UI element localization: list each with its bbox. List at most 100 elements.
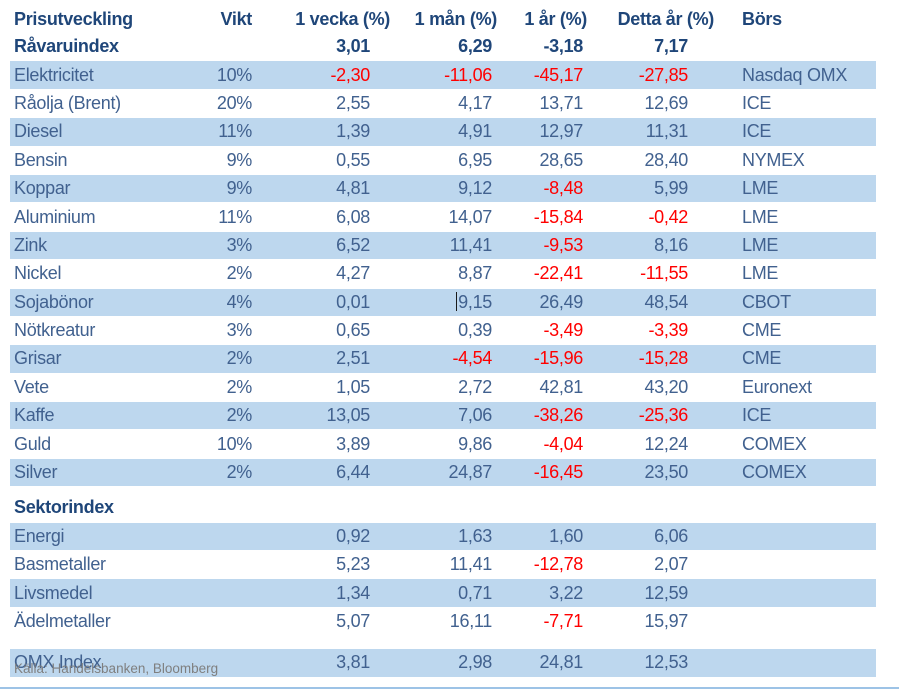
cell-vikt: 3% xyxy=(226,320,253,341)
cell-1-man: 9,12 xyxy=(458,178,492,199)
row-label: Sojabönor xyxy=(14,291,94,312)
table-row: Elektricitet 10% -2,30 -11,06 -45,17 -27,85 Na… xyxy=(10,60,876,90)
cell-1-vecka: 2,55 xyxy=(336,92,370,113)
column-header-prisutveckling: Prisutveckling xyxy=(14,8,133,29)
cell-bors: CME xyxy=(742,348,782,369)
cell-detta-ar: 12,69 xyxy=(644,92,688,113)
cell-vikt: 4% xyxy=(226,291,253,312)
cell-bors: COMEX xyxy=(742,433,807,454)
cell-1-ar: -8,48 xyxy=(543,178,583,199)
cell-1-man: 9,15 xyxy=(390,291,497,313)
bottom-rule xyxy=(0,687,899,689)
cell-1-vecka: 0,55 xyxy=(336,149,370,170)
table-header-row: Prisutveckling Vikt 1 vecka (%) 1 mån (%… xyxy=(10,5,876,33)
cell-1-man: 7,06 xyxy=(458,405,492,426)
table-row: Nickel 2% 4,27 8,87 -22,41 -11,55 LME xyxy=(10,260,876,287)
table-row: OMX Index 3,81 2,98 24,81 12,53 xyxy=(10,648,876,678)
row-label: Bensin xyxy=(14,149,68,170)
row-label: Zink xyxy=(14,234,47,255)
cell-1-man: 11,41 xyxy=(449,554,493,575)
table-row: Råolja (Brent) 20% 2,55 4,17 13,71 12,69 ICE xyxy=(10,90,876,117)
cell-detta-ar: 48,54 xyxy=(644,291,688,312)
cell-1-man: -11,06 xyxy=(444,64,492,85)
cell-1-ar: -22,41 xyxy=(533,263,584,284)
cell-detta-ar: 5,99 xyxy=(654,178,688,199)
row-label: Energi xyxy=(14,525,65,546)
cell-1-vecka: 3,89 xyxy=(336,433,370,454)
column-header-bors: Börs xyxy=(742,8,782,29)
section-title: Sektorindex xyxy=(14,497,114,518)
cell-bors: LME xyxy=(742,234,779,255)
cell-detta-ar: -0,42 xyxy=(648,206,688,227)
row-label: Basmetaller xyxy=(14,554,106,575)
table-row: Vete 2% 1,05 2,72 42,81 43,20 Euronext xyxy=(10,374,876,401)
cell-1-ar: 28,65 xyxy=(539,149,583,170)
row-label: Råolja (Brent) xyxy=(14,92,121,113)
cell-1-man: 2,98 xyxy=(458,652,492,673)
table-row: Diesel 11% 1,39 4,91 12,97 11,31 ICE xyxy=(10,117,876,147)
row-label: Diesel xyxy=(14,121,63,142)
cell-bors: ICE xyxy=(742,121,772,142)
column-header-1-vecka: 1 vecka (%) xyxy=(295,8,390,29)
cell-1-vecka: 0,65 xyxy=(336,320,370,341)
cell-1-vecka: 5,07 xyxy=(336,611,370,631)
cell-1-ar: 12,97 xyxy=(539,121,583,142)
cell-1-ar: -3,49 xyxy=(543,320,583,341)
cell-detta-ar: 11,31 xyxy=(645,121,689,142)
cell-1-man: 16,11 xyxy=(449,611,493,631)
table-row: Bensin 9% 0,55 6,95 28,65 28,40 NYMEX xyxy=(10,147,876,174)
price-table: Prisutveckling Vikt 1 vecka (%) 1 mån (%… xyxy=(10,5,876,678)
cell-1-man: 9,86 xyxy=(458,433,492,454)
cell-1-ar: -38,26 xyxy=(533,405,584,426)
cell-bors: LME xyxy=(742,178,779,199)
cell-detta-ar: 2,07 xyxy=(654,554,688,575)
cell-detta-ar: 23,50 xyxy=(644,462,688,483)
cell-1-vecka: 3,01 xyxy=(336,36,370,57)
row-label: OMX Index xyxy=(14,652,102,673)
row-label: Nickel xyxy=(14,263,62,284)
cell-detta-ar: -27,85 xyxy=(638,64,689,85)
cell-detta-ar: 12,53 xyxy=(644,652,688,673)
cell-detta-ar: 12,59 xyxy=(644,582,688,603)
cell-vikt: 11% xyxy=(218,121,252,142)
cell-1-ar: 3,22 xyxy=(549,582,583,603)
cell-bors: LME xyxy=(742,206,779,227)
section-gap xyxy=(10,487,876,494)
cell-1-man: 11,41 xyxy=(449,234,493,255)
cell-vikt: 3% xyxy=(226,234,253,255)
cell-vikt: 20% xyxy=(216,92,252,113)
cell-detta-ar: -11,55 xyxy=(640,263,688,284)
cell-1-ar: 13,71 xyxy=(539,92,583,113)
table-row: Nötkreatur 3% 0,65 0,39 -3,49 -3,39 CME xyxy=(10,317,876,344)
cell-1-vecka: 2,51 xyxy=(336,348,370,369)
table-row: Energi 0,92 1,63 1,60 6,06 xyxy=(10,521,876,552)
cell-bors: Euronext xyxy=(742,376,812,397)
column-header-detta-ar: Detta år (%) xyxy=(617,8,715,29)
cell-1-man: 6,29 xyxy=(458,36,492,57)
section-title-row: Sektorindex xyxy=(10,494,876,521)
cell-1-vecka: 3,81 xyxy=(336,652,370,673)
cell-bors: NYMEX xyxy=(742,149,805,170)
cell-vikt: 10% xyxy=(216,433,252,454)
cell-vikt: 2% xyxy=(226,462,253,483)
cell-1-man: 8,87 xyxy=(458,263,492,284)
cell-detta-ar: -25,36 xyxy=(638,405,689,426)
table-row: Ädelmetaller 5,07 16,11 -7,71 15,97 xyxy=(10,608,876,635)
cell-bors: COMEX xyxy=(742,462,807,483)
cell-1-man: 24,87 xyxy=(448,462,492,483)
cell-1-vecka: 0,92 xyxy=(336,525,370,546)
cell-vikt: 11% xyxy=(218,206,252,227)
cell-vikt: 2% xyxy=(226,405,253,426)
cell-1-man: 14,07 xyxy=(448,206,492,227)
row-label: Råvaruindex xyxy=(14,36,119,57)
table-row: Basmetaller 5,23 11,41 -12,78 2,07 xyxy=(10,551,876,578)
cell-1-ar: 1,60 xyxy=(549,525,583,546)
cell-1-vecka: 6,52 xyxy=(336,234,370,255)
column-header-1-ar: 1 år (%) xyxy=(524,8,587,29)
cell-1-vecka: 4,81 xyxy=(336,178,370,199)
cell-1-vecka: 0,01 xyxy=(336,291,370,312)
cell-detta-ar: 7,17 xyxy=(654,36,688,57)
cell-bors: ICE xyxy=(742,405,772,426)
cell-1-ar: -15,84 xyxy=(533,206,584,227)
